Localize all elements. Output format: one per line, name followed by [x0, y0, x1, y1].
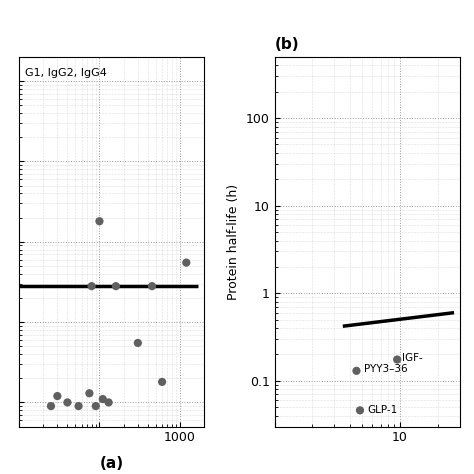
Point: [182, 259, 190, 266]
Point: [148, 283, 156, 290]
Point: [356, 407, 364, 414]
Point: [75, 402, 82, 410]
Y-axis label: Protein half-life (h): Protein half-life (h): [227, 184, 240, 300]
Point: [92, 402, 100, 410]
Point: [158, 378, 166, 386]
Point: [88, 283, 95, 290]
Point: [353, 367, 360, 374]
Point: [105, 399, 112, 406]
Text: G1, IgG2, IgG4: G1, IgG2, IgG4: [25, 68, 106, 78]
Point: [112, 283, 119, 290]
Point: [86, 390, 93, 397]
Point: [99, 395, 107, 403]
Point: [47, 402, 55, 410]
Text: GLP-1: GLP-1: [368, 405, 398, 415]
Point: [96, 218, 103, 225]
Text: (b): (b): [274, 36, 299, 52]
Text: IGF-: IGF-: [402, 353, 423, 363]
Point: [134, 339, 142, 346]
Text: (a): (a): [100, 456, 124, 471]
Point: [54, 392, 61, 400]
Point: [64, 399, 71, 406]
Text: PYY3–36: PYY3–36: [364, 364, 408, 374]
Point: [393, 356, 401, 363]
